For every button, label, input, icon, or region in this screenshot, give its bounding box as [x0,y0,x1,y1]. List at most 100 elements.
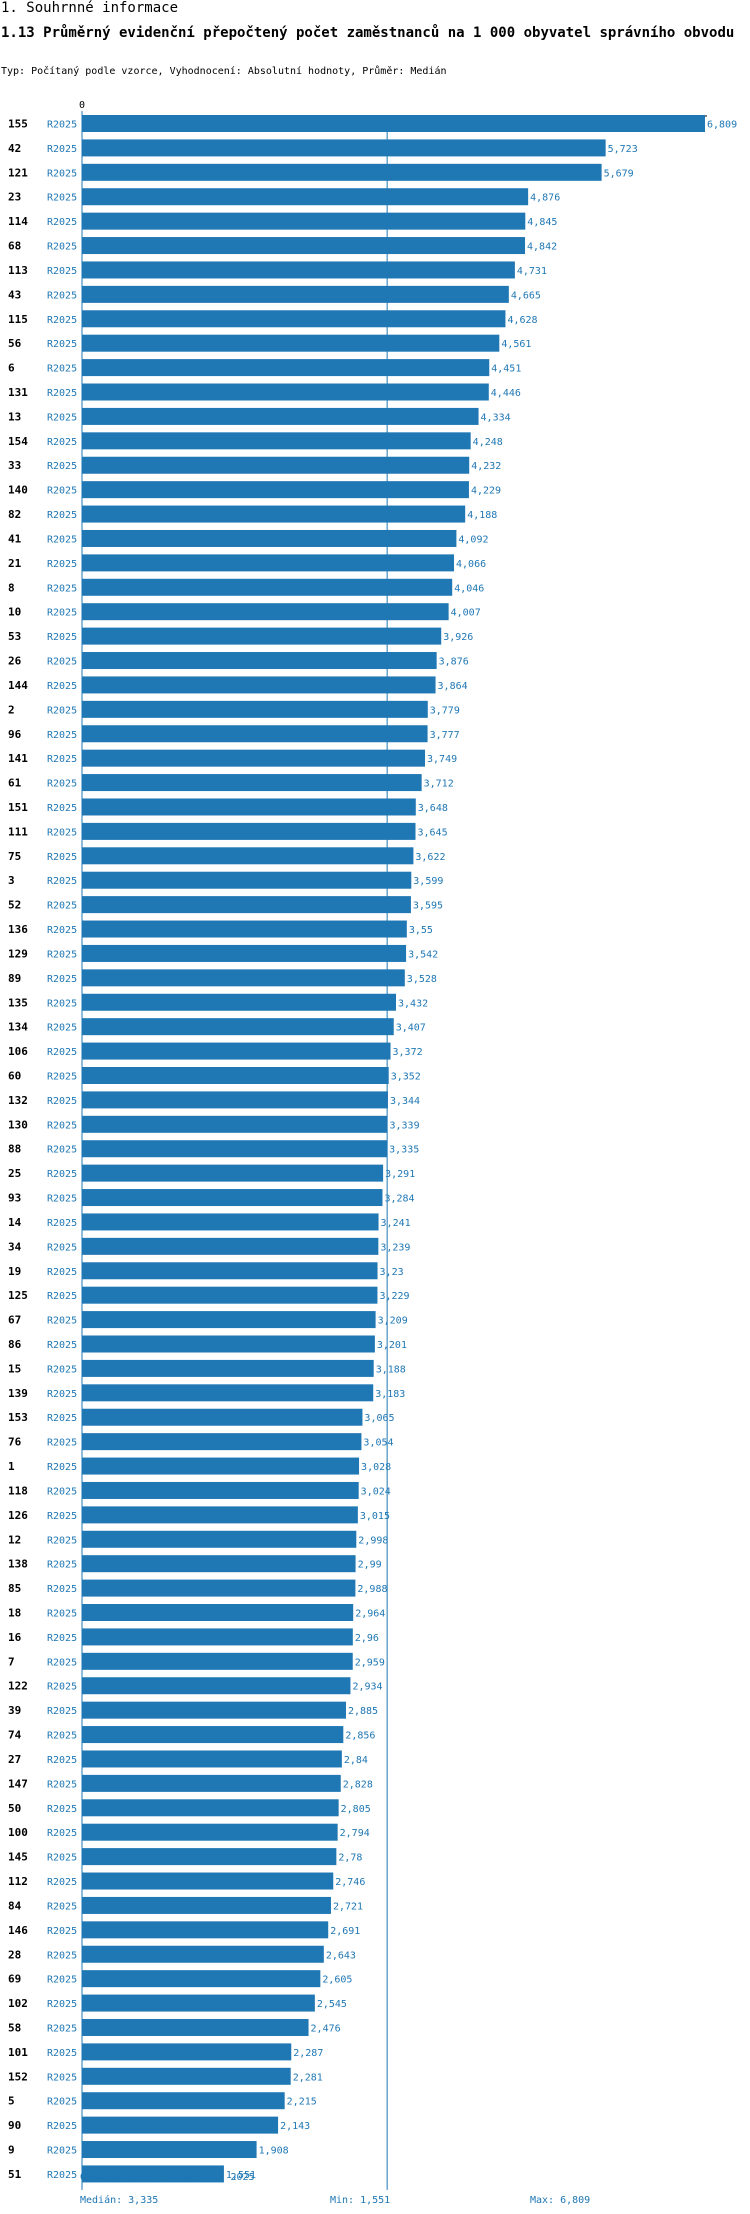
bar [82,334,500,352]
value-label: 3,339 [390,1120,420,1131]
bar [82,1457,360,1475]
category-label: 86 [8,1338,22,1351]
value-label: 3,926 [443,632,473,643]
bar [82,1286,378,1304]
category-label: 152 [8,2070,28,2083]
bar [82,652,437,670]
series-label: R2025 [47,217,77,228]
series-label: R2025 [47,1438,77,1449]
bar [82,1750,342,1768]
bar [82,1555,356,1573]
bar [82,383,489,401]
value-label: 3,864 [438,681,468,692]
category-label: 88 [8,1143,21,1156]
series-label: R2025 [47,901,77,912]
category-label: 111 [8,825,28,838]
category-label: 18 [8,1607,21,1620]
bar [82,1384,374,1402]
category-label: 13 [8,410,21,423]
bar [82,1433,362,1451]
value-label: 2,476 [311,2023,341,2034]
category-label: 153 [8,1411,28,1424]
bar [82,261,515,279]
bar [82,139,606,157]
series-label: R2025 [47,1194,77,1205]
series-label: R2025 [47,1633,77,1644]
category-label: 67 [8,1314,21,1327]
category-label: 84 [8,1899,22,1912]
bar [82,847,414,865]
bar [82,1311,376,1329]
series-label: R2025 [47,681,77,692]
category-label: 2 [8,703,15,716]
value-label: 3,648 [418,803,448,814]
value-label: 2,959 [355,1657,385,1668]
value-label: 2,856 [345,1731,375,1742]
category-label: 155 [8,118,28,131]
series-label: R2025 [47,1755,77,1766]
series-label: R2025 [47,1560,77,1571]
value-label: 2,287 [293,2048,323,2059]
bar [82,285,509,303]
bar [82,554,455,572]
category-label: 53 [8,630,21,643]
bar [82,1677,351,1695]
category-label: 69 [8,1973,21,1986]
series-label: R2025 [47,1316,77,1327]
footer-period: Období[R2025]: Realita - 2025 [80,2172,255,2183]
category-label: 3 [8,874,15,887]
value-label: 1,908 [259,2146,289,2157]
category-label: 5 [8,2095,15,2108]
series-label: R2025 [47,1291,77,1302]
value-label: 2,143 [280,2121,310,2132]
value-label: 5,679 [604,168,634,179]
bar [82,505,466,523]
bar [82,822,416,840]
series-label: R2025 [47,1486,77,1497]
value-label: 3,372 [393,1047,423,1058]
bar [82,456,470,474]
series-label: R2025 [47,1511,77,1522]
value-label: 4,046 [454,583,484,594]
series-label: R2025 [47,144,77,155]
series-label: R2025 [47,852,77,863]
series-label: R2025 [47,339,77,350]
series-label: R2025 [47,1804,77,1815]
category-label: 122 [8,1680,28,1693]
bar [82,188,529,206]
category-label: 75 [8,850,21,863]
series-label: R2025 [47,1047,77,1058]
value-label: 6,809 [707,120,737,131]
series-label: R2025 [47,2023,77,2034]
bar [82,2067,291,2085]
bar [82,1213,379,1231]
category-label: 102 [8,1997,28,2010]
category-label: 16 [8,1631,22,1644]
series-label: R2025 [47,2170,77,2181]
bar [82,1945,324,1963]
value-label: 2,78 [338,1853,362,1864]
series-label: R2025 [47,242,77,253]
bar [82,2018,309,2036]
bar [82,2043,292,2061]
category-label: 138 [8,1558,28,1571]
value-label: 3,23 [380,1267,404,1278]
category-label: 6 [8,362,15,375]
bar [82,1506,358,1524]
category-label: 135 [8,996,28,1009]
bar [82,1262,378,1280]
value-label: 4,066 [456,559,486,570]
category-label: 7 [8,1655,15,1668]
bar [82,1921,329,1939]
category-label: 96 [8,728,22,741]
series-label: R2025 [47,632,77,643]
value-label: 3,712 [424,779,454,790]
bar [82,432,471,450]
series-label: R2025 [47,1877,77,1888]
series-label: R2025 [47,657,77,668]
bar [82,1066,389,1084]
series-label: R2025 [47,388,77,399]
bar [82,1115,388,1133]
value-label: 4,731 [517,266,547,277]
bar [82,700,428,718]
